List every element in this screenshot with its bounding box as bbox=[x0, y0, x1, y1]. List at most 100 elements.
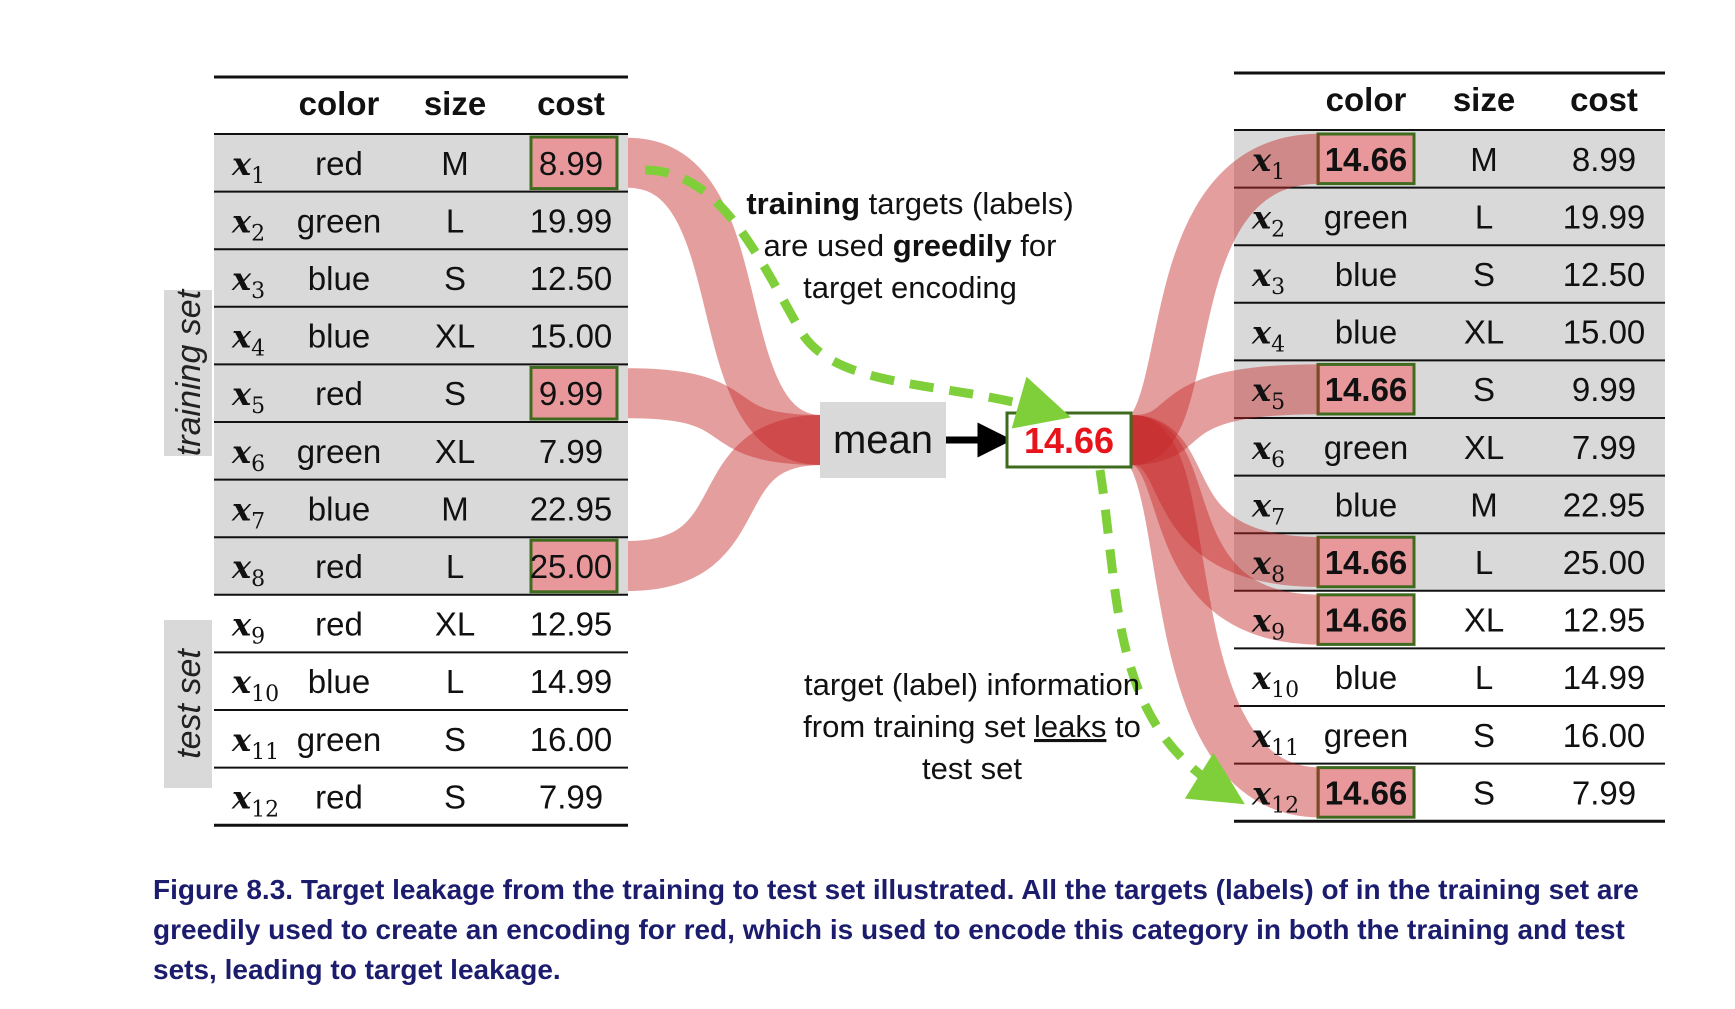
right-cell-size: L bbox=[1475, 198, 1493, 235]
row-subscript: 3 bbox=[1271, 275, 1285, 300]
row-symbol: x bbox=[231, 548, 252, 586]
left-row-label: x5 bbox=[231, 375, 265, 419]
right-cell-cost: 16.00 bbox=[1563, 717, 1646, 754]
row-symbol: x bbox=[1251, 314, 1272, 352]
left-cell-color: blue bbox=[308, 318, 370, 355]
right-cell-color: 14.66 bbox=[1325, 774, 1408, 811]
left-cell-cost: 12.95 bbox=[530, 606, 613, 643]
encoded-cell-highlight bbox=[1316, 766, 1416, 819]
right-header-color: color bbox=[1326, 81, 1407, 118]
row-subscript: 7 bbox=[251, 509, 265, 534]
row-symbol: x bbox=[231, 145, 252, 183]
left-cell-color: red bbox=[315, 606, 363, 643]
row-subscript: 1 bbox=[251, 164, 265, 189]
right-row-label: x2 bbox=[1251, 198, 1285, 242]
left-cell-color: green bbox=[297, 202, 381, 239]
flow-band bbox=[1126, 133, 1322, 465]
annotation-leak-line1: target (label) information bbox=[804, 667, 1140, 702]
row-symbol: x bbox=[231, 318, 252, 356]
row-subscript: 2 bbox=[1271, 217, 1285, 242]
right-row-shade bbox=[1234, 418, 1665, 476]
right-cell-color: 14.66 bbox=[1325, 371, 1408, 408]
row-subscript: 5 bbox=[1271, 390, 1285, 415]
flow-band bbox=[1127, 415, 1321, 645]
right-cell-color: blue bbox=[1335, 256, 1397, 293]
row-subscript: 7 bbox=[1271, 505, 1285, 530]
row-symbol: x bbox=[231, 260, 252, 298]
row-subscript: 11 bbox=[251, 740, 279, 765]
right-row-label: x10 bbox=[1251, 659, 1299, 703]
flow-band bbox=[627, 368, 823, 465]
right-row-label: x1 bbox=[1251, 141, 1285, 185]
row-subscript: 2 bbox=[251, 221, 265, 246]
annotation-leak-line3: test set bbox=[922, 751, 1022, 786]
annotation-greedy-line2: are used greedily for bbox=[764, 228, 1057, 263]
encoded-cell-highlight bbox=[1316, 593, 1416, 646]
left-cell-size: XL bbox=[435, 318, 475, 355]
row-symbol: x bbox=[1251, 544, 1272, 582]
row-subscript: 12 bbox=[251, 797, 279, 822]
row-symbol: x bbox=[1251, 141, 1272, 179]
right-cell-color: green bbox=[1324, 198, 1408, 235]
mean-box bbox=[820, 402, 946, 478]
right-cell-color: 14.66 bbox=[1325, 602, 1408, 639]
right-row-label: x6 bbox=[1251, 429, 1285, 473]
left-row-shade bbox=[214, 249, 628, 307]
figure-caption: Figure 8.3. Target leakage from the trai… bbox=[153, 874, 1639, 985]
right-row-shade bbox=[1234, 475, 1665, 534]
flow-band bbox=[626, 137, 825, 465]
encoded-cell-highlight bbox=[1316, 362, 1416, 416]
row-symbol: x bbox=[1251, 429, 1272, 467]
row-symbol: x bbox=[231, 375, 252, 413]
right-cell-color: green bbox=[1324, 429, 1408, 466]
left-header-size: size bbox=[424, 85, 486, 122]
left-cell-size: M bbox=[441, 490, 469, 527]
right-row-shade bbox=[1234, 302, 1665, 361]
right-row-label: x11 bbox=[1251, 717, 1299, 761]
annotation-leak-line2: from training set leaks to bbox=[803, 709, 1141, 744]
left-cell-cost: 8.99 bbox=[539, 145, 603, 182]
left-cell-size: M bbox=[441, 145, 469, 182]
training-set-label: training set bbox=[170, 288, 208, 456]
right-row-shade bbox=[1234, 187, 1665, 246]
left-cell-cost: 7.99 bbox=[539, 778, 603, 815]
left-row-label: x6 bbox=[231, 433, 265, 477]
row-symbol: x bbox=[1251, 371, 1272, 409]
left-row-shade bbox=[214, 479, 628, 538]
right-cell-cost: 14.99 bbox=[1563, 659, 1646, 696]
right-row-shade bbox=[1234, 533, 1665, 591]
left-cell-color: green bbox=[297, 433, 381, 470]
row-subscript: 4 bbox=[251, 337, 265, 362]
row-subscript: 11 bbox=[1271, 736, 1299, 761]
left-cell-color: blue bbox=[308, 490, 370, 527]
row-symbol: x bbox=[1251, 774, 1272, 812]
flow-band bbox=[627, 415, 824, 591]
right-row-shade bbox=[1234, 130, 1665, 188]
left-cell-color: red bbox=[315, 778, 363, 815]
right-cell-cost: 12.50 bbox=[1563, 256, 1646, 293]
left-row-label: x3 bbox=[231, 260, 265, 304]
annotation-leak: target (label) information from training… bbox=[803, 667, 1141, 786]
left-cell-cost: 16.00 bbox=[530, 721, 613, 758]
left-cell-color: blue bbox=[308, 260, 370, 297]
encoded-cell-highlight bbox=[1316, 535, 1416, 589]
row-subscript: 5 bbox=[251, 394, 265, 419]
target-cell-highlight bbox=[529, 538, 619, 594]
left-table bbox=[214, 75, 628, 827]
left-cell-cost: 22.95 bbox=[530, 490, 613, 527]
left-cell-size: L bbox=[446, 663, 464, 700]
row-subscript: 10 bbox=[251, 682, 279, 707]
right-cell-color: 14.66 bbox=[1325, 141, 1408, 178]
right-row-label: x8 bbox=[1251, 544, 1285, 588]
flow-band bbox=[1130, 364, 1321, 465]
right-row-label: x12 bbox=[1251, 774, 1299, 818]
right-row-label: x5 bbox=[1251, 371, 1285, 415]
left-cell-size: S bbox=[444, 721, 466, 758]
target-cell-highlight bbox=[529, 135, 619, 191]
row-symbol: x bbox=[231, 663, 252, 701]
right-row-label: x4 bbox=[1251, 314, 1285, 358]
dashed-arrow-leak-to-test bbox=[1095, 469, 1245, 805]
left-header-cost: cost bbox=[537, 85, 605, 122]
